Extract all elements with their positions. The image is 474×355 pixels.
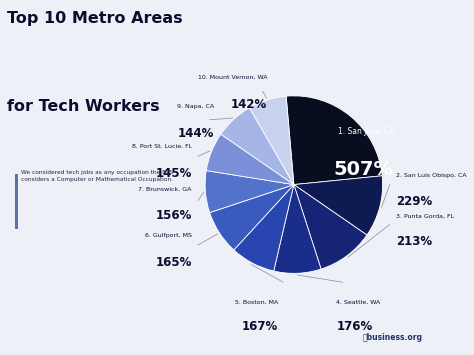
Text: 167%: 167% [242,320,278,333]
Text: 142%: 142% [231,98,267,111]
Wedge shape [286,96,382,185]
Text: 213%: 213% [396,235,432,248]
Wedge shape [210,185,294,250]
Text: We considered tech jobs as any occupation the BLS
considers a Computer or Mathem: We considered tech jobs as any occupatio… [21,170,173,182]
Text: 145%: 145% [155,167,192,180]
Text: 229%: 229% [396,195,432,208]
Text: 4. Seattle, WA: 4. Seattle, WA [337,299,381,305]
Text: 9. Napa, CA: 9. Napa, CA [177,104,214,109]
Text: for Tech Workers: for Tech Workers [7,99,160,114]
Text: 8. Port St. Lucie, FL: 8. Port St. Lucie, FL [132,144,192,149]
Text: 7. Brunswick, GA: 7. Brunswick, GA [138,187,192,192]
Wedge shape [273,185,321,273]
Text: 5. Boston, MA: 5. Boston, MA [235,299,278,305]
Wedge shape [221,108,294,185]
Text: 1. San Jose, CA: 1. San Jose, CA [338,127,395,136]
Text: 3. Punta Gorda, FL: 3. Punta Gorda, FL [396,213,454,218]
Wedge shape [294,185,367,269]
Text: 144%: 144% [178,127,214,140]
Wedge shape [206,134,294,185]
Text: 176%: 176% [337,320,373,333]
Wedge shape [249,96,294,185]
Wedge shape [294,176,383,235]
Text: 156%: 156% [155,209,192,223]
Text: 6. Gulfport, MS: 6. Gulfport, MS [145,233,192,238]
Text: ⓑbusiness.org: ⓑbusiness.org [363,333,423,342]
Wedge shape [205,171,294,213]
Wedge shape [234,185,294,271]
Text: Top 10 Metro Areas: Top 10 Metro Areas [7,11,183,26]
Text: 507%: 507% [334,160,394,179]
Text: 2. San Luis Obispo, CA: 2. San Luis Obispo, CA [396,173,466,178]
Text: 10. Mount Vernon, WA: 10. Mount Vernon, WA [198,75,267,80]
Text: 165%: 165% [155,256,192,269]
